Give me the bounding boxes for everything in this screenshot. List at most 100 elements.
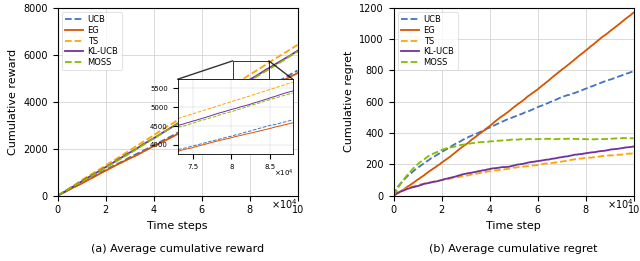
MOSS <box>219 96 227 99</box>
TS <box>487 170 495 173</box>
UCB <box>390 194 397 197</box>
MOSS <box>245 80 253 83</box>
EG <box>219 109 227 112</box>
UCB <box>581 87 589 91</box>
Text: $\times10^4$: $\times10^4$ <box>271 198 298 211</box>
UCB <box>159 139 167 142</box>
EG <box>390 194 397 197</box>
Line: KL-UCB: KL-UCB <box>394 146 634 196</box>
MOSS <box>294 50 301 53</box>
TS <box>78 178 86 181</box>
MOSS <box>555 137 563 140</box>
Line: UCB: UCB <box>58 70 298 196</box>
TS <box>555 161 563 164</box>
TS <box>294 43 301 46</box>
TS <box>245 74 253 77</box>
Text: (a) Average cumulative reward: (a) Average cumulative reward <box>91 244 264 254</box>
MOSS <box>151 136 159 139</box>
UCB <box>555 97 563 100</box>
MOSS <box>630 137 637 140</box>
Line: TS: TS <box>394 153 634 196</box>
KL-UCB <box>159 131 167 134</box>
MOSS <box>577 138 584 141</box>
Line: EG: EG <box>58 73 298 196</box>
EG <box>487 124 495 127</box>
KL-UCB <box>630 145 637 148</box>
KL-UCB <box>54 194 61 197</box>
KL-UCB <box>219 95 227 98</box>
EG <box>151 144 159 147</box>
KL-UCB <box>495 166 503 169</box>
TS <box>414 184 422 187</box>
UCB <box>54 194 61 197</box>
KL-UCB <box>294 49 301 52</box>
KL-UCB <box>78 180 86 183</box>
EG <box>159 140 167 143</box>
TS <box>151 133 159 136</box>
MOSS <box>78 180 86 183</box>
UCB <box>294 69 301 72</box>
Line: EG: EG <box>394 13 634 196</box>
EG <box>414 178 422 181</box>
TS <box>577 157 584 160</box>
Text: (b) Average cumulative regret: (b) Average cumulative regret <box>429 244 598 254</box>
MOSS <box>241 82 248 85</box>
MOSS <box>54 194 61 197</box>
Line: MOSS: MOSS <box>58 51 298 196</box>
KL-UCB <box>151 136 159 139</box>
MOSS <box>581 138 589 141</box>
X-axis label: Time step: Time step <box>486 221 541 231</box>
TS <box>219 90 227 93</box>
X-axis label: Time steps: Time steps <box>147 221 208 231</box>
UCB <box>78 181 86 184</box>
UCB <box>219 109 227 112</box>
Line: UCB: UCB <box>394 71 634 196</box>
MOSS <box>487 140 495 143</box>
Bar <box>233 61 269 108</box>
MOSS <box>414 162 422 165</box>
Line: TS: TS <box>58 45 298 196</box>
KL-UCB <box>390 194 397 197</box>
EG <box>241 98 248 101</box>
KL-UCB <box>581 152 589 155</box>
KL-UCB <box>414 184 422 187</box>
UCB <box>151 143 159 146</box>
KL-UCB <box>555 156 563 159</box>
EG <box>577 53 584 56</box>
UCB <box>241 97 248 100</box>
TS <box>581 156 589 159</box>
UCB <box>495 121 503 124</box>
EG <box>54 194 61 197</box>
Y-axis label: Cumulative reward: Cumulative reward <box>8 49 18 155</box>
Y-axis label: Cumulative regret: Cumulative regret <box>344 51 354 152</box>
TS <box>159 128 167 131</box>
TS <box>495 169 503 172</box>
TS <box>241 76 248 79</box>
Line: KL-UCB: KL-UCB <box>58 51 298 196</box>
UCB <box>487 126 495 129</box>
EG <box>495 116 503 120</box>
UCB <box>414 166 422 169</box>
TS <box>54 194 61 197</box>
TS <box>630 152 637 155</box>
Legend: UCB, EG, TS, KL-UCB, MOSS: UCB, EG, TS, KL-UCB, MOSS <box>62 12 122 70</box>
EG <box>630 11 637 14</box>
Legend: UCB, EG, TS, KL-UCB, MOSS: UCB, EG, TS, KL-UCB, MOSS <box>398 12 458 70</box>
EG <box>78 182 86 185</box>
UCB <box>577 89 584 92</box>
TS <box>390 194 397 197</box>
UCB <box>245 95 253 98</box>
UCB <box>630 70 637 73</box>
MOSS <box>159 131 167 134</box>
EG <box>555 71 563 74</box>
Line: MOSS: MOSS <box>394 138 634 196</box>
KL-UCB <box>241 81 248 84</box>
KL-UCB <box>577 152 584 156</box>
KL-UCB <box>245 79 253 82</box>
MOSS <box>620 136 628 139</box>
KL-UCB <box>487 167 495 170</box>
EG <box>245 96 253 99</box>
EG <box>294 72 301 75</box>
Text: $\times10^4$: $\times10^4$ <box>607 198 634 211</box>
MOSS <box>495 139 503 142</box>
